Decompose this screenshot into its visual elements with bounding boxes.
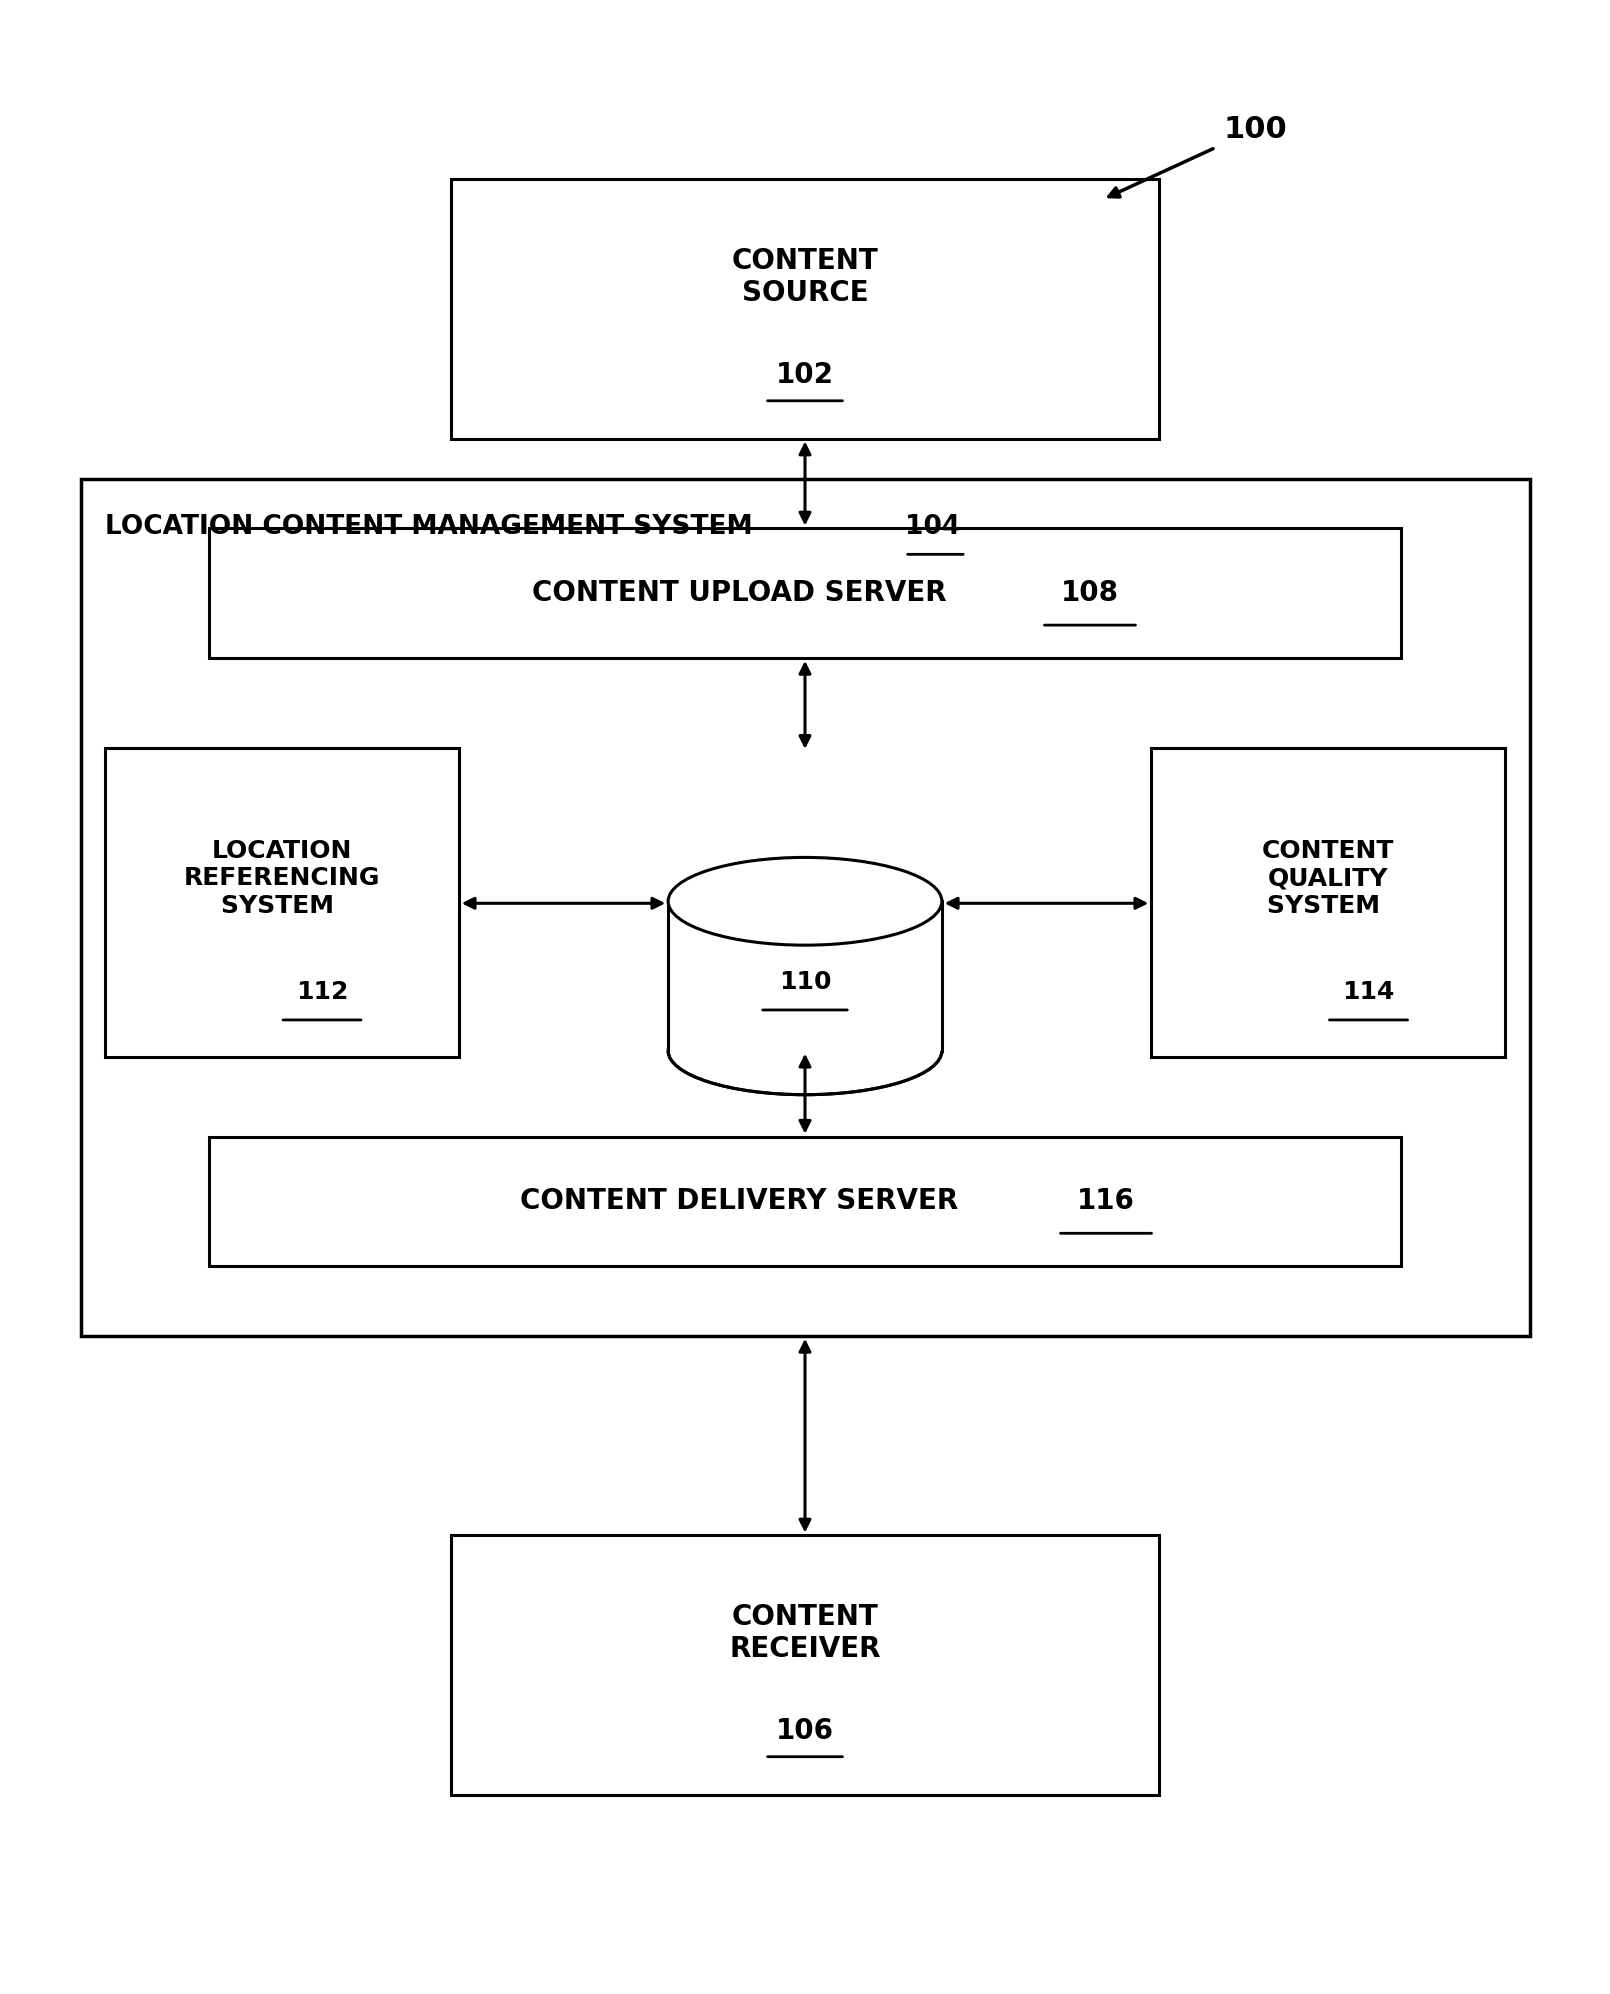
Text: LOCATION CONTENT MANAGEMENT SYSTEM: LOCATION CONTENT MANAGEMENT SYSTEM [105, 514, 762, 540]
Text: 116: 116 [1077, 1186, 1135, 1216]
Text: 106: 106 [776, 1717, 834, 1745]
Text: 100: 100 [1224, 116, 1288, 144]
Text: 112: 112 [296, 979, 348, 1005]
FancyBboxPatch shape [668, 901, 942, 1051]
FancyBboxPatch shape [105, 748, 459, 1057]
Text: 110: 110 [779, 969, 831, 995]
FancyBboxPatch shape [1151, 748, 1505, 1057]
Text: CONTENT
RECEIVER: CONTENT RECEIVER [729, 1603, 881, 1663]
Text: CONTENT UPLOAD SERVER: CONTENT UPLOAD SERVER [531, 578, 956, 608]
Text: 102: 102 [776, 361, 834, 389]
Text: LOCATION
REFERENCING
SYSTEM: LOCATION REFERENCING SYSTEM [184, 839, 380, 917]
Ellipse shape [668, 857, 942, 945]
Text: CONTENT
QUALITY
SYSTEM: CONTENT QUALITY SYSTEM [1262, 839, 1394, 917]
FancyBboxPatch shape [451, 1535, 1159, 1795]
FancyBboxPatch shape [209, 528, 1401, 658]
FancyBboxPatch shape [451, 179, 1159, 439]
Text: 108: 108 [1061, 578, 1119, 608]
Text: 114: 114 [1343, 979, 1394, 1005]
Text: CONTENT
SOURCE: CONTENT SOURCE [731, 247, 879, 307]
Ellipse shape [668, 1007, 942, 1095]
FancyBboxPatch shape [209, 1137, 1401, 1266]
Text: CONTENT DELIVERY SERVER: CONTENT DELIVERY SERVER [520, 1186, 968, 1216]
FancyBboxPatch shape [80, 479, 1529, 1336]
Text: 104: 104 [905, 514, 960, 540]
